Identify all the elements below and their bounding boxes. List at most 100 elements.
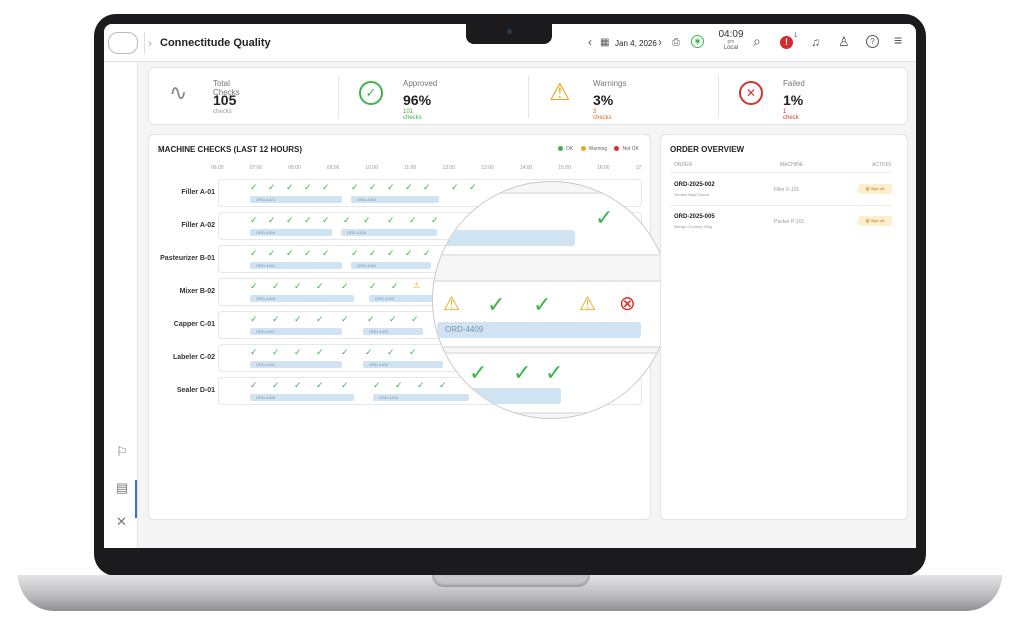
order-bar-magnified[interactable]: ORD-4409 [437,322,641,338]
order-bar[interactable]: ORD-4403 [363,328,423,335]
check-ok-icon[interactable]: ✓ [286,182,294,192]
check-ok-icon[interactable]: ✓ [250,248,258,258]
check-ok-icon[interactable]: ✓ [391,281,399,291]
menu-icon[interactable]: ≡ [894,32,903,48]
order-id[interactable]: ORD-2025-002 [674,182,715,188]
check-ok-icon[interactable]: ✓ [294,281,302,291]
check-ok-icon[interactable]: ✓ [387,182,395,192]
order-bar[interactable]: ORD-4401 [250,262,342,269]
check-ok-icon[interactable]: ✓ [351,182,359,192]
machine-label[interactable]: Mixer B-02 [179,288,215,295]
check-ok-icon[interactable]: ✓ [369,248,377,258]
machine-label[interactable]: Filler A-02 [181,222,215,229]
dashboard-icon[interactable]: ▤ [116,480,129,495]
order-bar[interactable]: ORD-4404 [250,229,332,236]
check-ok-icon[interactable]: ✓ [268,215,276,225]
bell-icon[interactable]: ♫ [811,35,820,49]
check-ok-icon[interactable]: ✓ [250,182,258,192]
flag-icon[interactable]: ⚐ [116,444,128,459]
check-ok-icon[interactable]: ✓ [272,281,280,291]
tools-icon[interactable]: ✕ [116,514,127,529]
printer-icon[interactable]: ⎙ [672,37,680,48]
check-ok-icon[interactable]: ✓ [341,347,349,357]
check-ok-icon[interactable]: ✓ [294,347,302,357]
check-ok-icon[interactable]: ✓ [387,248,395,258]
check-ok-icon[interactable]: ✓ [322,248,330,258]
order-bar[interactable]: ORD-4409 [369,295,433,302]
check-ok-icon[interactable]: ✓ [322,215,330,225]
machine-label[interactable]: Pasteurizer B-01 [160,255,215,262]
check-ok-icon[interactable]: ✓ [405,182,413,192]
machine-label[interactable]: Filler A-01 [181,189,215,196]
check-ok-icon[interactable]: ✓ [316,314,324,324]
check-ok-icon[interactable]: ✓ [451,182,459,192]
check-ok-icon[interactable]: ✓ [272,314,280,324]
user-icon[interactable]: ♙ [838,34,850,49]
check-ok-icon[interactable]: ✓ [469,182,477,192]
check-ok-icon[interactable]: ✓ [405,248,413,258]
check-ok-icon[interactable]: ✓ [423,182,431,192]
check-ok-icon[interactable]: ✓ [365,347,373,357]
chevron-left-icon[interactable]: ‹ [588,35,592,49]
check-ok-icon[interactable]: ✓ [250,314,258,324]
check-ok-icon[interactable]: ✓ [250,347,258,357]
check-ok-icon[interactable]: ✓ [423,248,431,258]
order-bar[interactable]: ORD-4405 [341,229,437,236]
check-ok-icon[interactable]: ✓ [409,215,417,225]
order-bar[interactable]: ORD-4408 [250,394,354,401]
check-ok-icon[interactable]: ✓ [411,314,419,324]
check-ok-icon[interactable]: ✓ [322,182,330,192]
alert-icon[interactable]: ! [780,36,793,49]
order-bar[interactable]: ORD-4407 [250,328,342,335]
check-ok-icon[interactable]: ✓ [304,248,312,258]
logo-icon[interactable] [108,32,138,54]
check-ok-icon[interactable]: ✓ [316,347,324,357]
check-ok-icon[interactable]: ✓ [316,281,324,291]
check-ok-icon[interactable]: ✓ [395,380,403,390]
check-ok-icon[interactable]: ✓ [268,248,276,258]
check-ok-icon[interactable]: ✓ [286,215,294,225]
search-icon[interactable]: ⌕ [753,33,761,49]
check-ok-icon[interactable]: ✓ [341,314,349,324]
check-ok-icon[interactable]: ✓ [316,380,324,390]
sign-off-button[interactable]: ▧ Sign off [858,216,892,226]
order-bar[interactable]: ORD-4401 [250,361,342,368]
check-ok-icon[interactable]: ✓ [268,182,276,192]
check-ok-icon[interactable]: ✓ [351,248,359,258]
check-ok-icon[interactable]: ✓ [417,380,425,390]
check-ok-icon[interactable]: ✓ [367,314,375,324]
sign-off-button[interactable]: ▧ Sign off [858,184,892,194]
order-bar[interactable]: ORD-4402 [363,361,443,368]
check-ok-icon[interactable]: ✓ [343,215,351,225]
check-ok-icon[interactable]: ✓ [272,380,280,390]
check-ok-icon[interactable]: ✓ [341,281,349,291]
order-bar[interactable]: ORD-4402 [351,262,431,269]
order-bar[interactable]: ORD-4421 [250,196,342,203]
check-ok-icon[interactable]: ✓ [304,182,312,192]
check-ok-icon[interactable]: ✓ [389,314,397,324]
order-id[interactable]: ORD-2025-005 [674,214,715,220]
machine-label[interactable]: Capper C-01 [173,321,215,328]
calendar-icon[interactable]: ▦ [600,37,610,48]
check-ok-icon[interactable]: ✓ [250,215,258,225]
check-ok-icon[interactable]: ✓ [387,347,395,357]
check-ok-icon[interactable]: ✓ [409,347,417,357]
chevron-right-icon[interactable]: › [658,35,662,49]
check-ok-icon[interactable]: ✓ [250,281,258,291]
machine-label[interactable]: Sealer D-01 [176,387,215,394]
check-ok-icon[interactable]: ✓ [387,215,395,225]
machine-label[interactable]: Labeler C-02 [172,354,215,361]
signal-icon[interactable]: ◉ [691,35,704,48]
check-ok-icon[interactable]: ✓ [369,182,377,192]
check-ok-icon[interactable]: ✓ [286,248,294,258]
check-ok-icon[interactable]: ✓ [369,281,377,291]
check-ok-icon[interactable]: ✓ [250,380,258,390]
order-bar[interactable]: ORD-4405 [373,394,469,401]
order-bar[interactable]: ORD-4402 [351,196,439,203]
check-ok-icon[interactable]: ✓ [363,215,371,225]
check-ok-icon[interactable]: ✓ [304,215,312,225]
date-label[interactable]: Jan 4, 2026 [615,39,657,48]
order-bar[interactable]: ORD-4408 [250,295,354,302]
help-icon[interactable]: ? [866,35,879,48]
check-ok-icon[interactable]: ✓ [341,380,349,390]
